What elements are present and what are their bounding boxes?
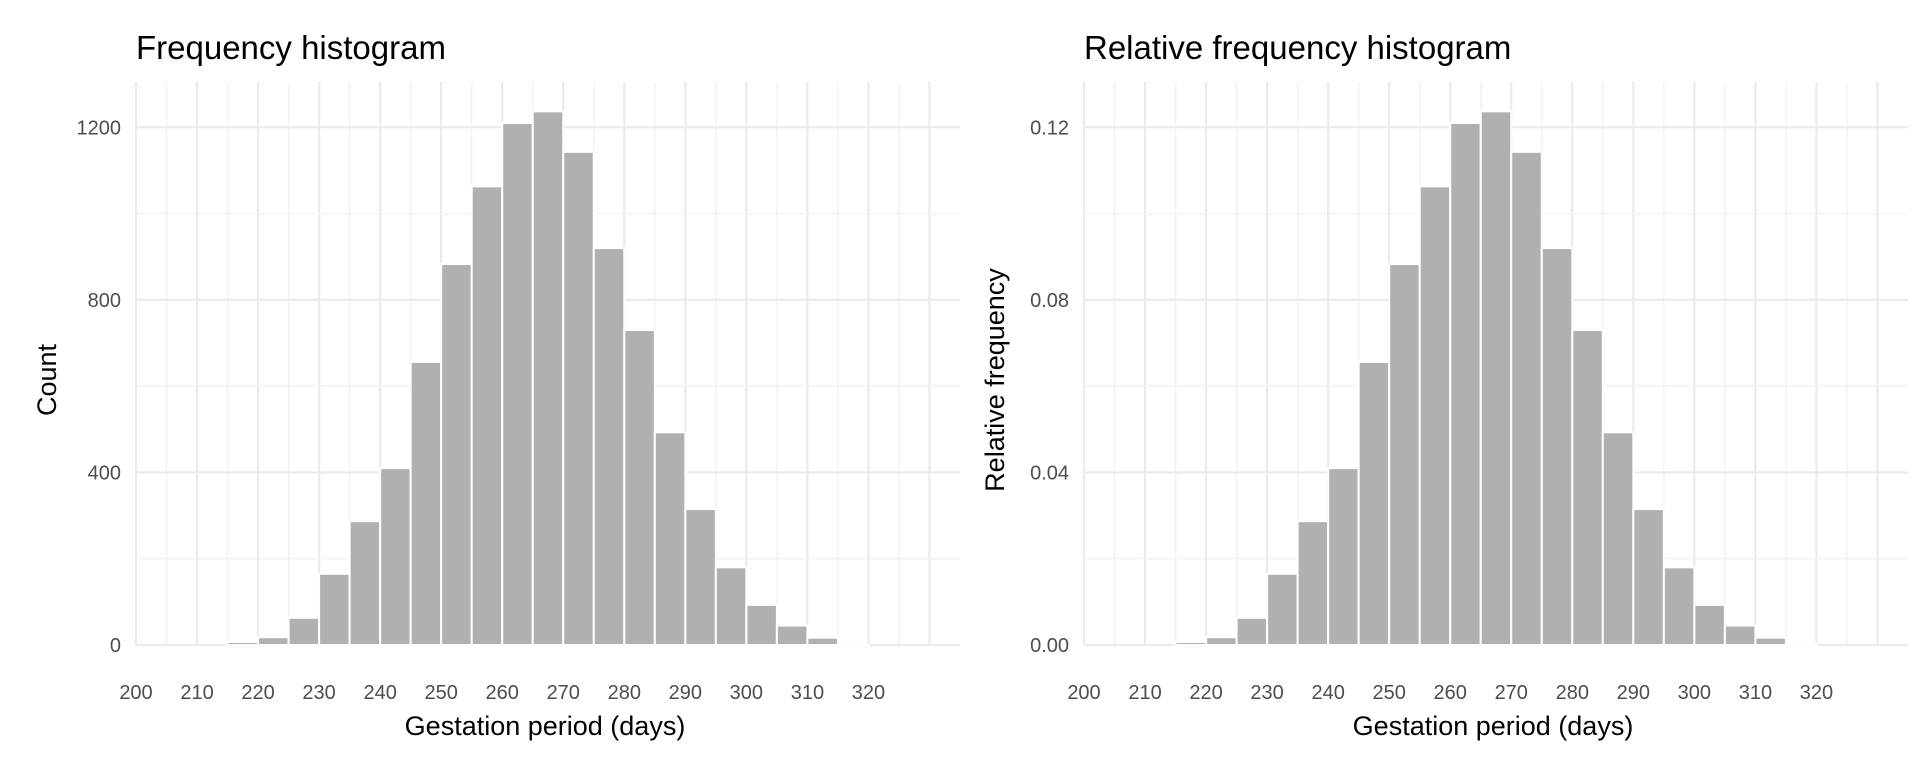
histogram-bar (623, 329, 656, 646)
x-tick-label: 200 (119, 682, 152, 704)
histogram-bar (1662, 566, 1696, 646)
x-axis-title: Gestation period (days) (1353, 711, 1634, 741)
x-tick-label: 290 (669, 682, 702, 704)
histogram-bar (1357, 360, 1391, 646)
histogram-bar (287, 616, 321, 646)
histogram-bar (1449, 121, 1482, 647)
histogram-bar (653, 431, 687, 646)
x-tick-label: 310 (1739, 682, 1772, 704)
x-tick-label: 270 (547, 682, 580, 704)
x-tick-label: 220 (1189, 682, 1222, 704)
histogram-bar (318, 572, 351, 646)
x-axis-title: Gestation period (days) (405, 711, 686, 741)
chart-title: Frequency histogram (136, 29, 446, 66)
histogram-bar (1632, 508, 1665, 646)
histogram-bar (1571, 329, 1604, 646)
histogram-bar (226, 640, 260, 647)
histogram-bar (1235, 616, 1269, 646)
y-tick-label: 0 (110, 635, 121, 657)
x-tick-label: 240 (1311, 682, 1344, 704)
histogram-bar (1723, 624, 1757, 646)
histogram-bar (806, 636, 839, 647)
histogram-bar (714, 566, 748, 646)
x-tick-label: 250 (424, 682, 457, 704)
histogram-bar (1205, 636, 1238, 647)
x-tick-label: 250 (1372, 682, 1405, 704)
y-tick-label: 800 (88, 290, 121, 312)
y-tick-label: 1200 (77, 117, 122, 139)
histogram-bar (775, 624, 809, 646)
histogram-bar (1418, 185, 1452, 646)
histogram-bar (1266, 572, 1299, 646)
x-tick-label: 230 (302, 682, 335, 704)
relative-frequency-histogram-panel: 200 210 220 230 240 250 260 270 280 290 300 310 320 0… (960, 0, 1920, 768)
x-tick-label: 320 (852, 682, 885, 704)
x-tick-label: 260 (486, 682, 519, 704)
chart-title: Relative frequency histogram (1084, 29, 1511, 66)
y-axis-title: Relative frequency (980, 268, 1010, 492)
histogram-bar (409, 360, 443, 646)
histogram-bar (1540, 247, 1574, 646)
y-tick-label: 0.00 (1030, 635, 1069, 657)
histogram-bar (440, 263, 473, 646)
histogram-bar (562, 150, 595, 646)
x-tick-label: 280 (608, 682, 641, 704)
histogram-bar (1601, 431, 1635, 646)
x-tick-label: 290 (1617, 682, 1650, 704)
frequency-histogram-panel: 200 210 220 230 240 250 260 270 280 290 300 310 320 0… (32, 29, 960, 741)
x-tick-label: 300 (1678, 682, 1711, 704)
x-tick-label: 320 (1800, 682, 1833, 704)
x-tick-label: 300 (730, 682, 763, 704)
y-tick-label: 400 (88, 462, 121, 484)
histogram-bar (1174, 640, 1208, 647)
histogram-bar (836, 643, 870, 646)
histogram-bar (348, 520, 382, 647)
histogram-bar (1784, 643, 1818, 646)
x-tick-label: 210 (180, 682, 213, 704)
x-tick-label: 310 (791, 682, 824, 704)
x-tick-label: 240 (363, 682, 396, 704)
relative-frequency-histogram-chart: 200 210 220 230 240 250 260 270 280 290 300 310 320 0… (980, 29, 1908, 741)
histogram-bar (1388, 263, 1421, 646)
y-tick-label: 0.12 (1030, 117, 1069, 139)
histogram-bar (379, 467, 412, 646)
histogram-bar (257, 636, 290, 647)
histogram-bar (470, 185, 504, 646)
x-tick-label: 260 (1434, 682, 1467, 704)
x-tick-label: 200 (1067, 682, 1100, 704)
histogram-bar (1327, 467, 1360, 646)
y-axis-title: Count (32, 343, 62, 416)
histogram-bar (531, 110, 565, 646)
histogram-bar (1479, 110, 1513, 646)
x-tick-label: 270 (1495, 682, 1528, 704)
y-tick-label: 0.04 (1030, 462, 1069, 484)
histogram-bar (592, 247, 626, 646)
histogram-bar (1693, 603, 1726, 646)
histogram-bar (1754, 636, 1787, 647)
histogram-bar (745, 603, 778, 646)
histogram-bar (684, 508, 717, 646)
histogram-bar (1296, 520, 1330, 647)
x-tick-label: 280 (1556, 682, 1589, 704)
histogram-bar (501, 121, 534, 647)
x-tick-label: 210 (1128, 682, 1161, 704)
x-tick-label: 220 (241, 682, 274, 704)
x-tick-label: 230 (1250, 682, 1283, 704)
y-tick-label: 0.08 (1030, 290, 1069, 312)
histogram-bar (1510, 150, 1543, 646)
frequency-histogram-chart: 200 210 220 230 240 250 260 270 280 290 300 310 320 0… (32, 29, 960, 741)
